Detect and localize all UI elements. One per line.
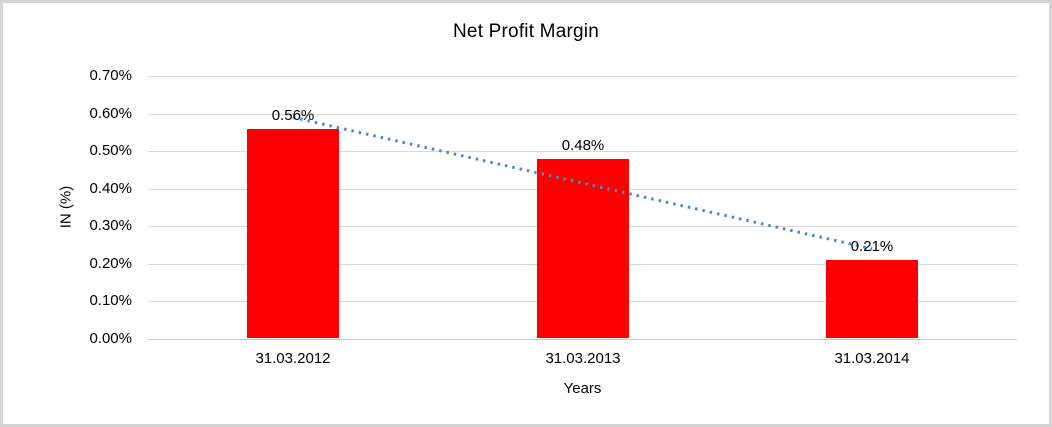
y-tick-label: 0.10% [89,292,132,309]
gridline [148,76,1017,77]
data-label: 0.48% [561,137,605,154]
x-tick-label: 31.03.2012 [255,350,331,367]
data-label: 0.56% [271,107,315,124]
y-tick-label: 0.60% [89,105,132,122]
bar-31.03.2014 [826,260,918,338]
y-tick-label: 0.00% [89,330,132,347]
y-tick-label: 0.20% [89,255,132,272]
bar-31.03.2012 [247,129,339,338]
bar-31.03.2013 [537,159,629,338]
y-tick-label: 0.70% [89,67,132,84]
y-tick-label: 0.30% [89,217,132,234]
y-tick-label: 0.40% [89,180,132,197]
x-tick-label: 31.03.2014 [834,350,910,367]
gridline [148,114,1017,115]
x-axis-title: Years [563,380,602,397]
data-label: 0.21% [850,238,894,255]
x-tick-label: 31.03.2013 [545,350,621,367]
x-axis-line [148,339,1017,340]
chart-title: Net Profit Margin [453,21,599,42]
y-tick-label: 0.50% [89,142,132,159]
